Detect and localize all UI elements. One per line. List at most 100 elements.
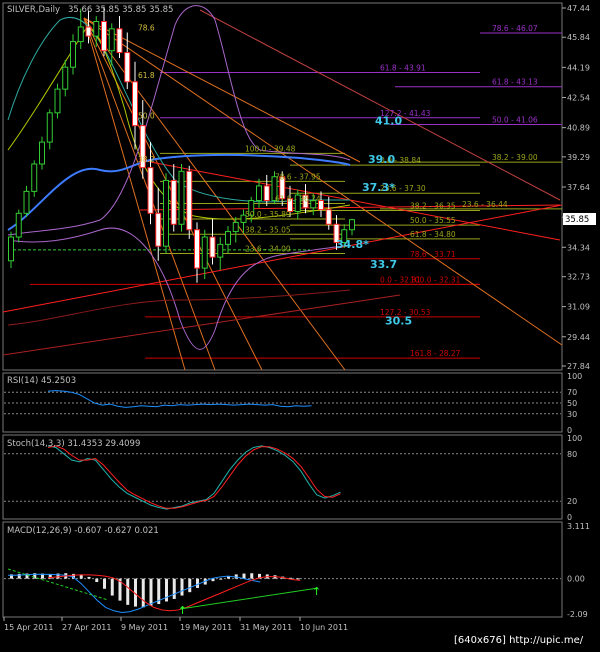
candle-body <box>77 26 84 43</box>
date-axis: 15 Apr 2011 27 Apr 2011 9 May 2011 19 May 2… <box>3 617 348 632</box>
macd-histogram-bar <box>219 578 223 580</box>
bollinger-lower <box>7 227 351 350</box>
x-tick-label: 10 Jun 2011 <box>300 623 348 632</box>
x-tick-label: 15 Apr 2011 <box>4 623 53 632</box>
trendline <box>139 204 561 211</box>
macd-histogram-bar <box>25 573 29 579</box>
rsi-y-tick-label: 0 <box>567 426 572 435</box>
fib-level-label: 61.8 - 43.91 <box>380 63 426 72</box>
candle-body <box>186 170 193 231</box>
macd-signal-line <box>47 574 301 612</box>
fib-level-label: 161.8 - 28.27 <box>410 349 461 358</box>
candle-body <box>201 236 208 269</box>
fib-level-label: 61.8 - 43.13 <box>492 78 538 87</box>
fib-level-label: 0.0 - 38.84 <box>380 156 421 165</box>
current-price-label: 35.85 <box>565 215 589 225</box>
moving-average-line <box>7 27 351 220</box>
fib-tag-label: 50.0 <box>138 111 155 120</box>
macd-histogram-bar <box>79 574 83 579</box>
stoch-panel: 100 80 20 0 Stoch(14,3,3) 31.4353 29.4099 <box>2 434 582 522</box>
stoch-signal-line <box>47 445 341 509</box>
macd-y-tick-label: 0.00 <box>567 575 585 584</box>
price-y-tick-label: 42.54 <box>567 94 590 103</box>
analysis-annotation: 41.0 <box>375 115 402 128</box>
candle-body <box>54 88 61 114</box>
candle-body <box>349 219 355 231</box>
fib-level-label: 127.2 - 41.43 <box>380 109 431 118</box>
macd-histogram-bar <box>258 573 261 579</box>
macd-panel: ↑ ↑ 3.111 0.00 -2.09 MACD(12,26,9) -0.607 … <box>2 521 590 619</box>
macd-histogram-bar <box>56 573 60 579</box>
fib-tag-label: 78.6 <box>138 24 155 33</box>
x-tick-label: 31 May 2011 <box>240 623 292 632</box>
candle-body <box>341 229 348 244</box>
price-y-tick-label: 37.64 <box>567 183 590 192</box>
candle-body <box>318 200 324 211</box>
candle-body <box>139 125 146 169</box>
trendline <box>199 9 561 201</box>
macd-histogram-bar <box>149 578 153 606</box>
trendline <box>2 294 401 356</box>
candle-body <box>108 28 115 52</box>
watermark: [640x676] http://upic.me/ <box>454 635 584 646</box>
fib-level-label: 78.6 - 46.07 <box>492 24 538 33</box>
buy-arrow-icon: ↑ <box>178 604 187 617</box>
candle-body <box>116 28 123 54</box>
price-y-tick-label: 31.09 <box>567 303 590 312</box>
candle-body <box>132 81 138 127</box>
price-y-tick-label: 40.89 <box>567 124 590 133</box>
candle-body <box>287 198 293 212</box>
stoch-y-tick-label: 0 <box>567 513 572 522</box>
macd-histogram-bar <box>41 573 44 579</box>
stoch-title: Stoch(14,3,3) 31.4353 29.4099 <box>7 439 140 449</box>
candle-body <box>225 231 231 245</box>
fib-tag-label: 61.8 <box>138 71 155 80</box>
price-y-tick-label: 44.19 <box>567 63 590 72</box>
trendline <box>83 17 186 371</box>
stoch-y-tick-label: 20 <box>567 497 577 506</box>
fib-level-label: 100.0 - 39.48 <box>245 144 296 153</box>
macd-divergence-line <box>179 587 319 610</box>
macd-histogram-bar <box>17 573 21 579</box>
candle-body <box>333 223 340 244</box>
candle-body <box>8 236 14 262</box>
fib-level-label: 38.2 - 36.35 <box>410 202 456 211</box>
price-y-tick-label: 45.84 <box>567 33 590 42</box>
stoch-y-tick-label: 80 <box>567 450 577 459</box>
candle-body <box>163 179 169 247</box>
macd-histogram-bar <box>87 576 91 579</box>
macd-histogram-bar <box>33 573 37 579</box>
macd-histogram-bar <box>95 578 99 583</box>
rsi-title: RSI(14) 45.2503 <box>7 376 76 386</box>
candle-body <box>217 243 224 258</box>
macd-y-tick-label: -2.09 <box>567 610 588 619</box>
trendline <box>83 17 563 346</box>
analysis-annotation: 37.3* <box>362 181 395 194</box>
price-y-tick-label: 34.34 <box>567 243 590 252</box>
fib-level-label: 61.8 - 36.74 <box>275 194 321 203</box>
x-tick-label: 9 May 2011 <box>121 623 168 632</box>
macd-title: MACD(12,26,9) -0.607 -0.627 0.021 <box>7 526 159 536</box>
macd-histogram-bar <box>296 578 300 580</box>
candle-body <box>232 221 239 233</box>
price-y-tick-label: 32.73 <box>567 273 590 282</box>
bollinger-upper <box>7 5 351 236</box>
candle-body <box>31 163 38 192</box>
macd-histogram-bar <box>172 578 176 599</box>
macd-histogram-bar <box>157 578 161 605</box>
macd-histogram-bar <box>250 573 254 579</box>
macd-divergence-line <box>7 568 109 601</box>
price-panel: 78.6 - 46.07 61.8 - 43.91 61.8 - 43.13 127.… <box>2 2 596 371</box>
fib-level-label: 38.2 - 35.05 <box>245 225 291 234</box>
candle-body <box>256 185 262 202</box>
candle-body <box>147 167 154 214</box>
analysis-annotation: 34.8* <box>336 238 369 251</box>
fib-level-label: 50.0 - 35.55 <box>410 216 456 225</box>
candle-body <box>240 214 247 223</box>
candle-body <box>70 41 76 68</box>
macd-histogram-bar <box>103 578 106 589</box>
rsi-y-tick-label: 70 <box>567 388 577 397</box>
fib-level-label: 127.2 - 30.53 <box>380 308 431 317</box>
macd-histogram-bar <box>211 578 215 582</box>
